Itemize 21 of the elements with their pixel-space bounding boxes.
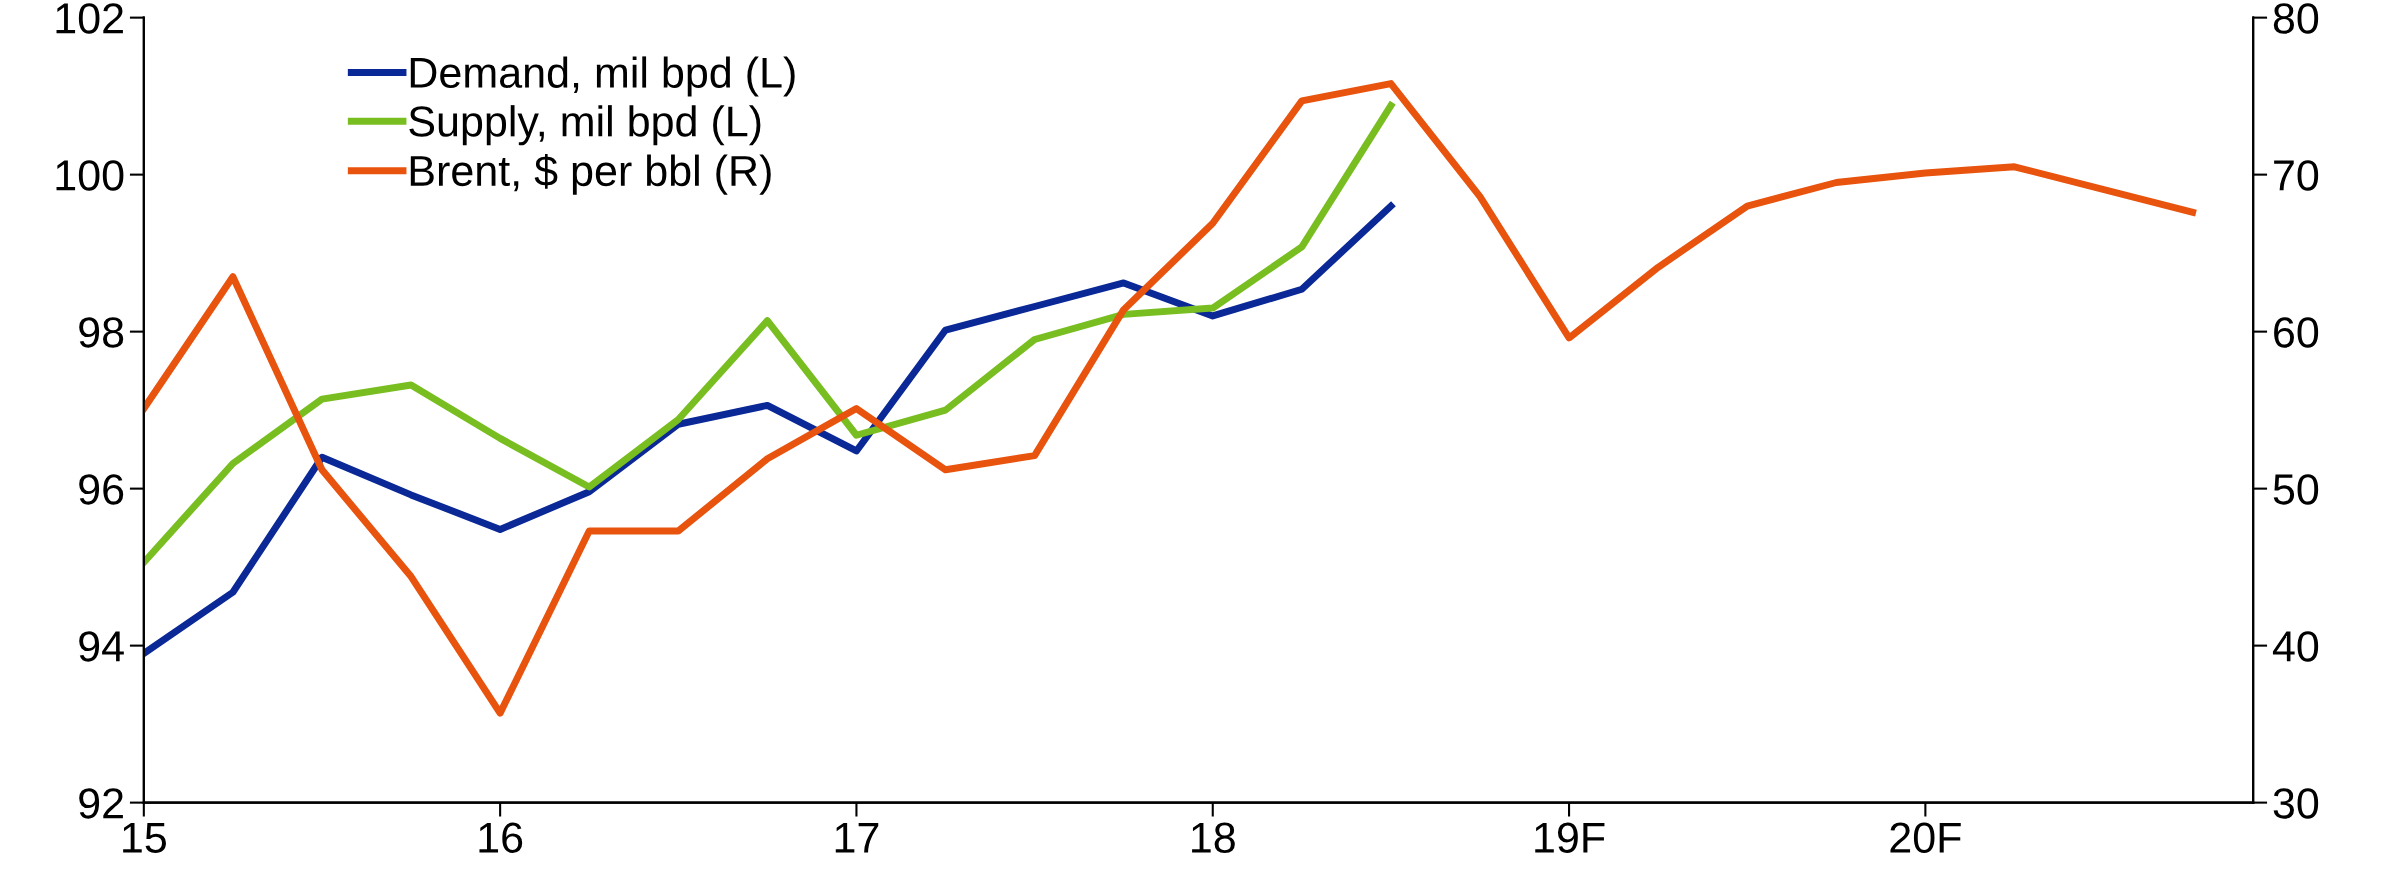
y-tick-label: 102 — [56, 3, 123, 34]
x-tick-label: 16 — [479, 822, 523, 853]
x-tick-label: 18 — [1192, 822, 1235, 853]
y-tick-label: 94 — [79, 631, 124, 662]
x-tick-label: 17 — [835, 822, 879, 853]
y2-tick-label: 80 — [2273, 3, 2319, 34]
y-tick-label: 96 — [79, 474, 124, 505]
legend-label: Supply, mil bpd (L) — [409, 105, 761, 146]
x-tick-label: 19F — [1535, 822, 1605, 853]
y2-tick-label: 60 — [2274, 317, 2319, 348]
legend-label: Brent, $ per bbl (R) — [410, 153, 771, 195]
x-tick-label: 15 — [123, 822, 166, 853]
y-tick-label: 98 — [79, 317, 124, 348]
y2-tick-label: 50 — [2273, 474, 2319, 505]
y-tick-label: 100 — [56, 160, 124, 191]
y2-tick-label: 30 — [2273, 788, 2319, 819]
legend-label: Demand, mil bpd (L) — [410, 56, 795, 97]
y2-tick-label: 70 — [2274, 160, 2319, 191]
y-tick-label: 92 — [79, 788, 123, 819]
y2-tick-label: 40 — [2272, 631, 2319, 662]
x-tick-label: 20F — [1890, 822, 1961, 853]
